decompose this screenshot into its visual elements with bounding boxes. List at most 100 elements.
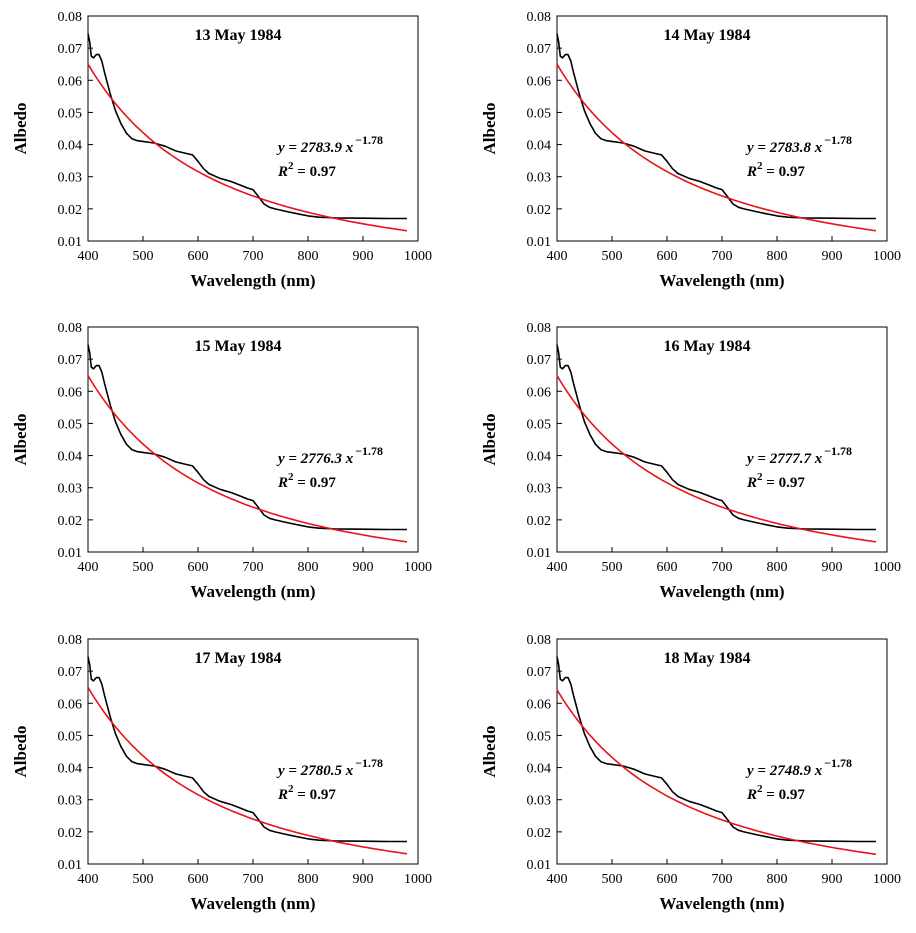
x-tick-label: 700 bbox=[243, 249, 264, 264]
x-axis-label: Wavelength (nm) bbox=[659, 894, 784, 913]
x-tick-label: 400 bbox=[78, 249, 99, 264]
x-tick-label: 500 bbox=[602, 872, 623, 887]
x-tick-label: 500 bbox=[133, 872, 154, 887]
x-tick-label: 500 bbox=[133, 249, 154, 264]
y-tick-label: 0.08 bbox=[527, 321, 552, 336]
x-tick-label: 600 bbox=[657, 249, 678, 264]
y-tick-label: 0.06 bbox=[527, 385, 552, 400]
x-tick-label: 800 bbox=[298, 560, 319, 575]
fit-equation: y = 2776.3 x −1.78 bbox=[276, 444, 383, 467]
y-tick-label: 0.04 bbox=[58, 139, 83, 154]
x-tick-label: 900 bbox=[353, 872, 374, 887]
chart-panel: 400 500 600 700 800 900 1000 0.01 0.02 0.03 0.04 0.… bbox=[11, 633, 432, 913]
x-tick-label: 600 bbox=[188, 872, 209, 887]
x-axis-label: Wavelength (nm) bbox=[190, 271, 315, 290]
fit-equation: y = 2748.9 x −1.78 bbox=[745, 756, 852, 779]
y-tick-label: 0.04 bbox=[58, 450, 83, 465]
x-tick-label: 1000 bbox=[404, 872, 432, 887]
y-tick-label: 0.04 bbox=[58, 762, 83, 777]
y-tick-label: 0.07 bbox=[58, 353, 83, 368]
x-tick-label: 500 bbox=[602, 560, 623, 575]
panel-title: 15 May 1984 bbox=[194, 338, 281, 355]
r-squared: R2 = 0.97 bbox=[746, 160, 805, 180]
y-tick-label: 0.05 bbox=[527, 417, 552, 432]
y-tick-label: 0.05 bbox=[527, 106, 552, 121]
y-tick-label: 0.07 bbox=[527, 353, 552, 368]
y-tick-label: 0.03 bbox=[58, 171, 83, 186]
y-axis-label: Albedo bbox=[11, 414, 30, 466]
y-tick-label: 0.03 bbox=[527, 171, 552, 186]
x-tick-label: 600 bbox=[657, 872, 678, 887]
y-axis-label: Albedo bbox=[11, 726, 30, 778]
x-tick-label: 400 bbox=[547, 560, 568, 575]
y-tick-label: 0.05 bbox=[527, 729, 552, 744]
chart-panel: 400 500 600 700 800 900 1000 0.01 0.02 0.03 0.04 0.… bbox=[11, 10, 432, 290]
x-tick-label: 600 bbox=[188, 560, 209, 575]
y-tick-label: 0.01 bbox=[527, 858, 552, 873]
x-tick-label: 800 bbox=[298, 872, 319, 887]
chart-panel: 400 500 600 700 800 900 1000 0.01 0.02 0.03 0.04 0.… bbox=[480, 633, 901, 913]
y-tick-label: 0.07 bbox=[527, 42, 552, 57]
y-tick-label: 0.03 bbox=[58, 794, 83, 809]
measured-albedo-line bbox=[87, 656, 407, 843]
y-tick-label: 0.06 bbox=[527, 697, 552, 712]
measured-albedo-line bbox=[556, 656, 876, 843]
y-tick-label: 0.08 bbox=[527, 633, 552, 648]
x-axis-label: Wavelength (nm) bbox=[659, 271, 784, 290]
y-tick-label: 0.04 bbox=[527, 762, 552, 777]
y-axis-label: Albedo bbox=[480, 414, 499, 466]
x-tick-label: 500 bbox=[133, 560, 154, 575]
x-tick-label: 700 bbox=[243, 560, 264, 575]
panel-title: 17 May 1984 bbox=[194, 650, 281, 667]
y-tick-label: 0.02 bbox=[58, 203, 83, 218]
x-tick-label: 1000 bbox=[404, 249, 432, 264]
measured-albedo-line bbox=[87, 33, 407, 220]
measured-albedo-line bbox=[556, 33, 876, 220]
x-tick-label: 900 bbox=[822, 872, 843, 887]
y-tick-label: 0.03 bbox=[527, 482, 552, 497]
y-tick-label: 0.05 bbox=[58, 417, 83, 432]
chart-panel: 400 500 600 700 800 900 1000 0.01 0.02 0.03 0.04 0.… bbox=[480, 321, 901, 601]
r-squared: R2 = 0.97 bbox=[277, 471, 336, 491]
y-tick-label: 0.08 bbox=[58, 633, 83, 648]
x-tick-label: 400 bbox=[547, 249, 568, 264]
y-tick-label: 0.05 bbox=[58, 106, 83, 121]
y-tick-label: 0.06 bbox=[527, 74, 552, 89]
panel-title: 18 May 1984 bbox=[663, 650, 750, 667]
x-tick-label: 500 bbox=[602, 249, 623, 264]
y-tick-label: 0.01 bbox=[527, 546, 552, 561]
r-squared: R2 = 0.97 bbox=[277, 783, 336, 803]
x-tick-label: 400 bbox=[547, 872, 568, 887]
y-tick-label: 0.05 bbox=[58, 729, 83, 744]
power-fit-line bbox=[556, 63, 877, 232]
power-fit-line bbox=[87, 375, 408, 543]
x-tick-label: 600 bbox=[188, 249, 209, 264]
fit-equation: y = 2780.5 x −1.78 bbox=[276, 756, 383, 779]
y-tick-label: 0.01 bbox=[527, 235, 552, 250]
power-fit-line bbox=[556, 689, 877, 856]
x-tick-label: 900 bbox=[822, 249, 843, 264]
y-tick-label: 0.07 bbox=[58, 42, 83, 57]
fit-equation: y = 2783.9 x −1.78 bbox=[276, 133, 383, 156]
power-fit-line bbox=[87, 686, 408, 855]
y-axis-label: Albedo bbox=[11, 103, 30, 155]
y-tick-label: 0.08 bbox=[58, 10, 83, 25]
y-tick-label: 0.02 bbox=[527, 203, 552, 218]
x-tick-label: 1000 bbox=[873, 872, 901, 887]
y-tick-label: 0.01 bbox=[58, 235, 83, 250]
y-tick-label: 0.06 bbox=[58, 385, 83, 400]
y-tick-label: 0.08 bbox=[58, 321, 83, 336]
r-squared: R2 = 0.97 bbox=[746, 783, 805, 803]
r-squared: R2 = 0.97 bbox=[746, 471, 805, 491]
power-fit-line bbox=[556, 375, 877, 543]
y-tick-label: 0.07 bbox=[58, 665, 83, 680]
x-tick-label: 800 bbox=[767, 560, 788, 575]
x-tick-label: 900 bbox=[353, 249, 374, 264]
y-tick-label: 0.06 bbox=[58, 74, 83, 89]
x-tick-label: 800 bbox=[767, 872, 788, 887]
x-tick-label: 900 bbox=[353, 560, 374, 575]
x-tick-label: 900 bbox=[822, 560, 843, 575]
y-axis-label: Albedo bbox=[480, 103, 499, 155]
